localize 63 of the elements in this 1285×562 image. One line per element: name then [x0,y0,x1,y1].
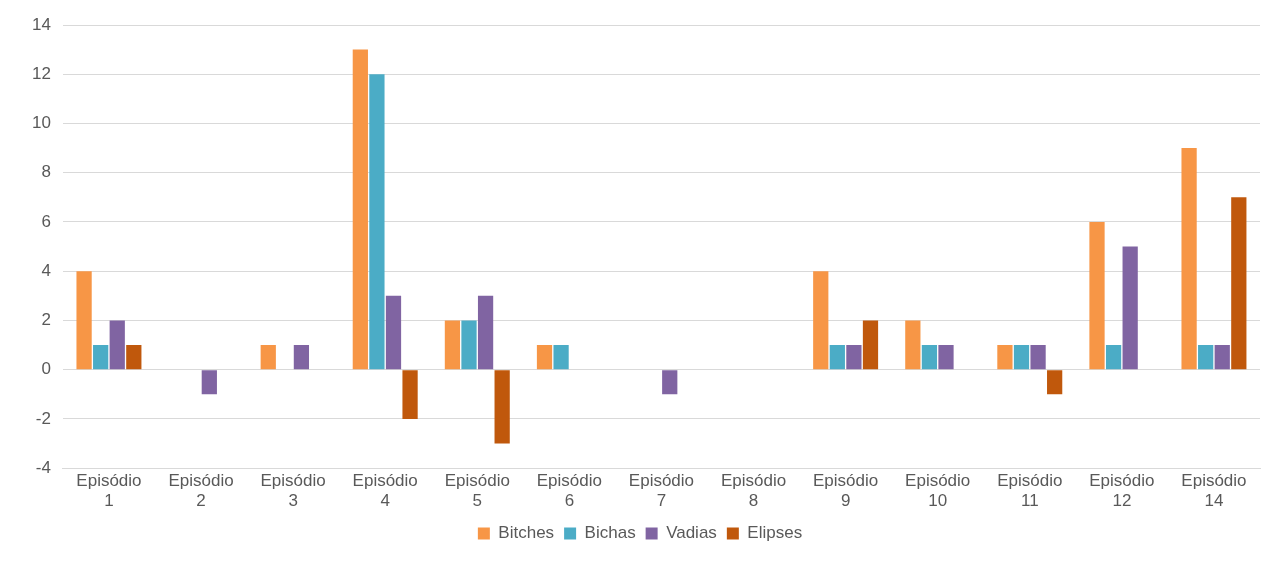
bar [444,320,461,370]
bar [1013,345,1030,370]
bar [1030,345,1046,370]
bar [260,345,276,370]
x-tick-label: Episódio 3 [260,471,326,511]
x-tick-label: Episódio 8 [720,471,787,511]
x-tick-label: Episódio 9 [813,471,879,511]
x-tick-label: Episódio 6 [536,471,602,511]
x-tick-label: Episódio 2 [168,471,234,511]
legend-label: Bitches [498,523,555,543]
legend-label: Elipses [747,523,803,543]
x-tick-label: Episódio 10 [905,471,971,511]
bar [385,295,402,370]
bar [93,345,109,370]
bar [126,345,142,370]
bar [938,345,954,370]
bar [1214,345,1230,370]
bar [461,320,477,370]
bar [862,320,879,370]
y-tick-label: 10 [31,113,51,133]
legend-label: Vadias [666,523,717,543]
legend-label: Bichas [584,523,636,543]
bar [662,370,678,395]
bar [494,370,510,444]
bar [921,345,938,370]
bar [1181,148,1197,370]
y-tick-label: 14 [31,14,51,34]
y-tick-label: -4 [35,457,51,477]
y-tick-label: 8 [41,162,51,182]
bar [1047,370,1063,395]
x-tick-label: Episódio 7 [628,471,695,511]
x-tick-label: Episódio 1 [76,471,142,511]
bar [1089,221,1105,370]
bar [536,345,553,370]
bar [402,370,418,419]
bar [201,370,217,395]
x-tick-label: Episódio 11 [997,471,1063,511]
bar [813,271,829,370]
bar [1105,345,1122,370]
y-tick-label: 4 [41,260,51,280]
y-tick-label: 0 [41,359,51,379]
bar [293,345,310,370]
y-tick-label: 6 [41,211,51,231]
bar [369,74,385,370]
bar [846,345,862,370]
bar [553,345,569,370]
bar [905,320,921,370]
x-tick-label: Episódio 12 [1089,471,1155,511]
x-tick-label: Episódio 5 [444,471,510,511]
bar [1122,246,1138,370]
y-tick-label: 12 [31,63,51,83]
x-tick-label: Episódio 14 [1181,471,1247,511]
bar [109,320,125,370]
y-tick-label: -2 [35,408,51,428]
bar [1198,345,1214,370]
bar [997,345,1013,370]
x-tick-label: Episódio 4 [352,471,418,511]
y-tick-label: 2 [41,310,51,330]
bar [829,345,845,370]
bar [477,295,494,370]
bar [1231,197,1247,370]
bar [76,271,92,370]
bar [352,49,368,370]
